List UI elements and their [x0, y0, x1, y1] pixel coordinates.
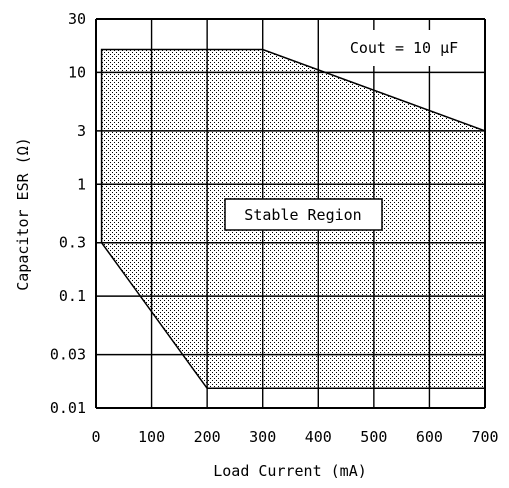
y-tick-label: 0.1: [59, 287, 86, 305]
x-tick-label: 200: [194, 428, 221, 446]
x-tick-label: 300: [249, 428, 276, 446]
y-tick-label: 0.3: [59, 234, 86, 252]
y-tick-label: 0.01: [50, 399, 86, 417]
x-tick-label: 600: [416, 428, 443, 446]
x-tick-label: 100: [138, 428, 165, 446]
y-tick-label: 1: [77, 175, 86, 193]
x-tick-label: 700: [471, 428, 498, 446]
x-tick-label: 0: [91, 428, 100, 446]
cout-annotation-text: Cout = 10 μF: [350, 39, 458, 57]
y-tick-label: 3: [77, 122, 86, 140]
x-tick-label: 400: [305, 428, 332, 446]
x-axis-title: Load Current (mA): [213, 462, 367, 480]
stable-region-label-box: [224, 198, 383, 231]
y-tick-label: 0.03: [50, 346, 86, 364]
y-axis-title: Capacitor ESR (Ω): [14, 137, 32, 291]
y-tick-label: 30: [68, 10, 86, 28]
stable-region-label: Stable Region: [224, 198, 383, 231]
stable-region-label-text: Stable Region: [244, 206, 361, 224]
y-tick-label: 10: [68, 63, 86, 81]
x-tick-label: 500: [360, 428, 387, 446]
cout-annotation: Cout = 10 μF: [322, 30, 482, 66]
cout-annotation-box: [322, 30, 482, 66]
